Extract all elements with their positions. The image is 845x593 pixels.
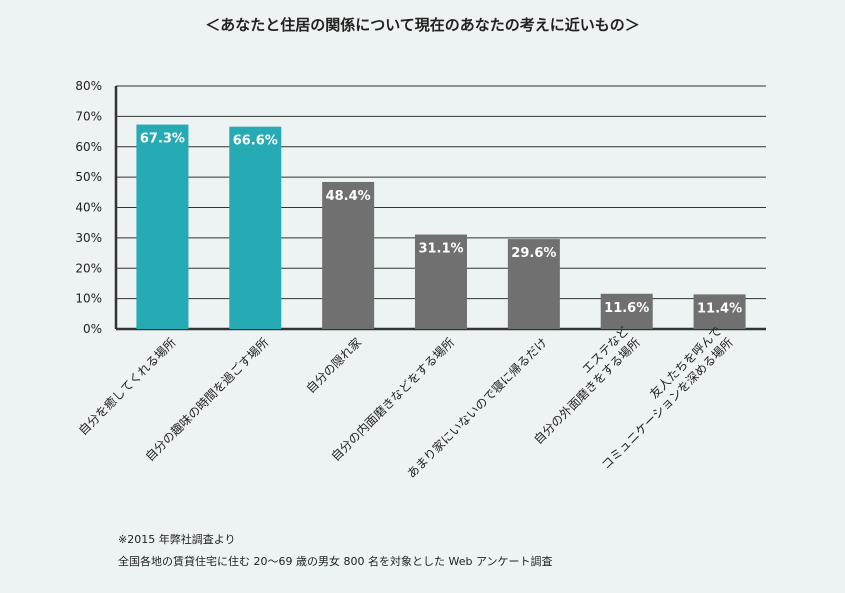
y-tick-label: 70% (75, 109, 102, 123)
x-category-label: 自分を癒してくれる場所 (75, 335, 178, 438)
footnote-source: ※2015 年弊社調査より (118, 533, 236, 546)
footnote-survey: 全国各地の賃貸住宅に住む 20〜69 歳の男女 800 名を対象とした Web … (118, 555, 553, 568)
y-tick-label: 20% (75, 261, 102, 275)
x-category-label-line: 自分を癒してくれる場所 (75, 335, 178, 438)
y-tick-label: 80% (75, 79, 102, 93)
bar-value-label: 66.6% (233, 134, 278, 149)
bar (415, 234, 467, 329)
bar-value-label: 48.4% (326, 189, 371, 204)
bar (600, 293, 653, 329)
bar (136, 124, 189, 329)
bar (693, 294, 746, 329)
y-tick-label: 40% (75, 201, 102, 215)
y-tick-label: 30% (75, 231, 102, 245)
bar (507, 239, 560, 329)
x-category-label-line: 自分の隠れ家 (303, 335, 365, 397)
bar (229, 126, 282, 329)
chart-title: ＜あなたと住居の関係について現在のあなたの考えに近いもの＞ (205, 16, 640, 34)
bar-value-label: 11.6% (604, 301, 649, 316)
bar-value-label: 31.1% (418, 242, 463, 257)
y-tick-label: 0% (83, 322, 102, 336)
x-category-label: 自分の隠れ家 (303, 335, 365, 397)
y-tick-label: 50% (75, 170, 102, 184)
x-category-label-line: 自分の外面磨きをする場所 (531, 335, 643, 447)
bar-value-label: 11.4% (697, 301, 742, 316)
y-tick-label: 60% (75, 140, 102, 154)
bar (322, 181, 375, 329)
bar-value-label: 67.3% (140, 132, 185, 147)
bar-chart: 0% 10% 20% 30% 40% 50% 60% 70% 80% 67.3% 自分を癒してくれる… (75, 79, 766, 481)
y-tick-label: 10% (75, 292, 102, 306)
bar-value-label: 29.6% (511, 246, 556, 261)
